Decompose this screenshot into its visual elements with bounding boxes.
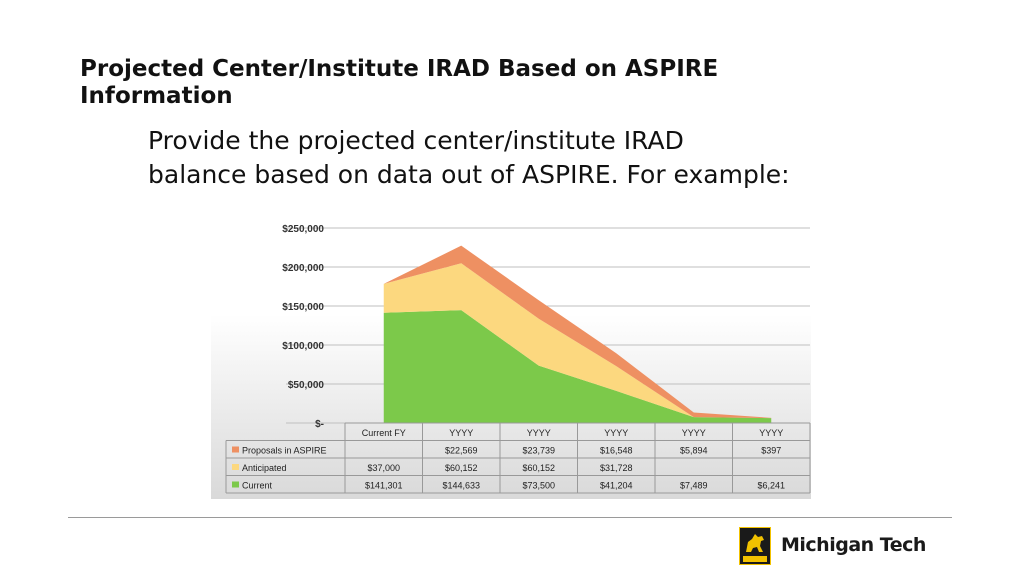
- y-tick-label: $-: [315, 419, 324, 430]
- data-label: $37,000: [367, 463, 400, 473]
- table-row-label: Anticipated: [242, 463, 287, 473]
- data-label: $5,894: [680, 446, 708, 456]
- data-label: $60,152: [522, 463, 555, 473]
- table-header-cell: YYYY: [449, 428, 473, 438]
- michigan-tech-logo: Michigan Tech: [739, 527, 939, 567]
- data-label: $23,739: [522, 446, 555, 456]
- y-tick-label: $200,000: [282, 263, 324, 274]
- y-tick-label: $100,000: [282, 341, 324, 352]
- body-line-2: balance based on data out of ASPIRE. For…: [148, 160, 790, 189]
- footer-divider: [68, 517, 952, 518]
- legend-swatch: [232, 464, 239, 470]
- table-header-cell: YYYY: [682, 428, 706, 438]
- table-header-cell: YYYY: [527, 428, 551, 438]
- irad-projection-chart: $250,000 $200,000 $150,000 $100,000 $50,000 $…: [211, 215, 811, 499]
- table-header-cell: Current FY: [362, 428, 406, 438]
- data-label: $397: [761, 446, 781, 456]
- y-tick-label: $250,000: [282, 224, 324, 235]
- slide-title: Projected Center/Institute IRAD Based on…: [80, 56, 719, 109]
- data-label: $7,489: [680, 481, 708, 491]
- area-proposals-in-aspire: [383, 245, 772, 419]
- slide-body-text: Provide the projected center/institute I…: [148, 124, 908, 192]
- data-label: $22,569: [445, 446, 478, 456]
- data-label: $31,728: [600, 463, 633, 473]
- table-header-cell: YYYY: [759, 428, 783, 438]
- y-tick-label: $150,000: [282, 302, 324, 313]
- legend-swatch: [232, 446, 239, 453]
- data-label: $141,301: [365, 481, 403, 491]
- data-label: $60,152: [445, 463, 478, 473]
- husky-icon: [739, 527, 771, 565]
- data-label: $41,204: [600, 481, 633, 491]
- logo-wordmark: Michigan Tech: [781, 534, 926, 556]
- data-label: $6,241: [757, 481, 785, 491]
- legend-swatch: [232, 481, 239, 488]
- table-row-label: Current: [242, 481, 273, 491]
- table-header-cell: YYYY: [604, 428, 628, 438]
- table-row-label: Proposals in ASPIRE: [242, 446, 327, 456]
- area-current: [383, 310, 772, 423]
- data-label: $144,633: [442, 481, 480, 491]
- chart-canvas: $250,000 $200,000 $150,000 $100,000 $50,000 $…: [225, 224, 811, 494]
- data-label: $73,500: [522, 481, 555, 491]
- y-tick-label: $50,000: [288, 380, 325, 391]
- data-label: $16,548: [600, 446, 633, 456]
- body-line-1: Provide the projected center/institute I…: [148, 126, 684, 155]
- area-anticipated: [383, 263, 772, 419]
